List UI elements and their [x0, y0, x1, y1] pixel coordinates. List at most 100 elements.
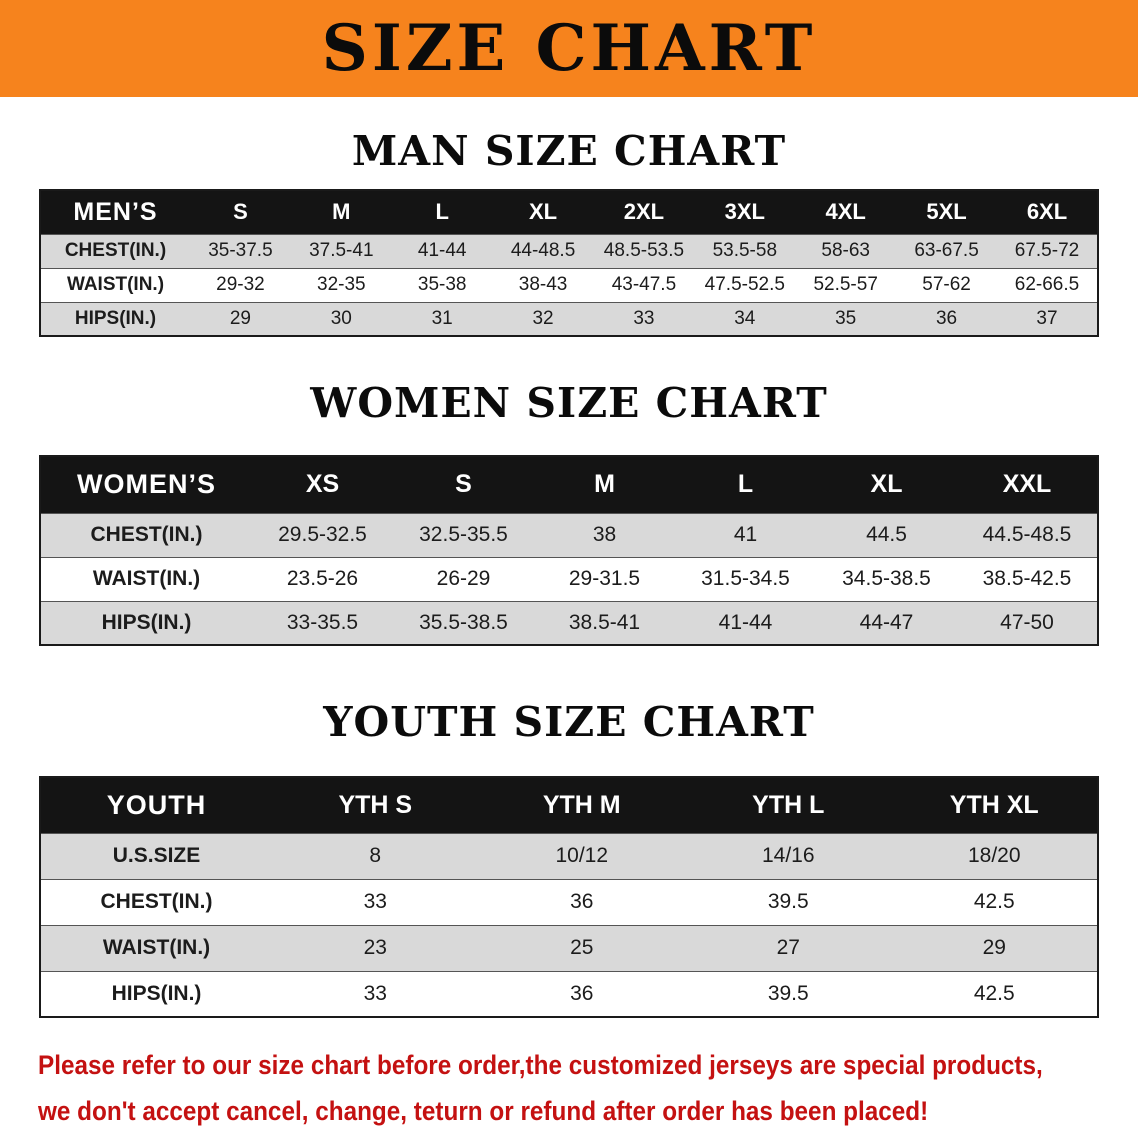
row-label: CHEST(IN.) — [40, 233, 190, 268]
value-cell: 41-44 — [391, 233, 493, 268]
row-label: HIPS(IN.) — [40, 970, 272, 1017]
size-header-cell: XL — [492, 190, 594, 234]
size-header-cell: 2XL — [593, 190, 695, 234]
value-cell: 53.5-58 — [694, 233, 796, 268]
men-size-table: MEN’S S M L XL 2XL 3XL 4XL 5XL 6XL CHEST(IN.) 35-37… — [39, 189, 1099, 337]
disclaimer: Please refer to our size chart before or… — [38, 1042, 1138, 1134]
value-cell: 27 — [685, 924, 892, 971]
value-cell: 34 — [694, 301, 796, 336]
value-cell: 31.5-34.5 — [675, 556, 816, 601]
disclaimer-line-1: Please refer to our size chart before or… — [38, 1050, 1043, 1080]
men-section-heading: MAN SIZE CHART — [351, 127, 787, 175]
value-cell: 29 — [190, 301, 291, 336]
value-cell: 42.5 — [891, 878, 1098, 925]
value-cell: 37.5-41 — [290, 233, 392, 268]
youth-size-table: YOUTH YTH S YTH M YTH L YTH XL U.S.SIZE 8 10/12… — [39, 776, 1099, 1018]
row-label: CHEST(IN.) — [40, 878, 272, 925]
row-label: WAIST(IN.) — [40, 924, 272, 971]
value-cell: 57-62 — [896, 267, 997, 302]
table-row: HIPS(IN.) 33 36 39.5 42.5 — [40, 970, 1098, 1017]
table-row: HIPS(IN.) 29 30 31 32 33 34 35 36 37 — [40, 301, 1098, 336]
value-cell: 33-35.5 — [252, 600, 393, 645]
value-cell: 36 — [478, 878, 685, 925]
page-title: SIZE CHART — [321, 11, 817, 86]
value-cell: 43-47.5 — [593, 267, 695, 302]
value-cell: 29 — [891, 924, 1098, 971]
value-cell: 35.5-38.5 — [393, 600, 534, 645]
value-cell: 38 — [534, 512, 675, 557]
row-label: WAIST(IN.) — [40, 267, 190, 302]
table-row: CHEST(IN.) 33 36 39.5 42.5 — [40, 878, 1098, 925]
value-cell: 38.5-42.5 — [957, 556, 1098, 601]
row-label: HIPS(IN.) — [40, 600, 252, 645]
value-cell: 33 — [272, 970, 479, 1017]
row-label: CHEST(IN.) — [40, 512, 252, 557]
value-cell: 18/20 — [891, 832, 1098, 879]
disclaimer-line-2: we don't accept cancel, change, teturn o… — [38, 1096, 929, 1126]
table-title-cell: MEN’S — [40, 190, 190, 234]
value-cell: 35 — [795, 301, 897, 336]
value-cell: 32.5-35.5 — [393, 512, 534, 557]
value-cell: 58-63 — [795, 233, 897, 268]
value-cell: 42.5 — [891, 970, 1098, 1017]
size-header-cell: XS — [252, 456, 393, 513]
value-cell: 34.5-38.5 — [816, 556, 957, 601]
header-row: MEN’S S M L XL 2XL 3XL 4XL 5XL 6XL — [40, 190, 1098, 234]
value-cell: 32 — [492, 301, 594, 336]
value-cell: 47.5-52.5 — [694, 267, 796, 302]
section-women: WOMEN SIZE CHART WOMEN’S XS S M L XL XXL CHEST(I… — [0, 379, 1138, 646]
value-cell: 23.5-26 — [252, 556, 393, 601]
size-header-cell: 3XL — [694, 190, 796, 234]
row-label: HIPS(IN.) — [40, 301, 190, 336]
value-cell: 67.5-72 — [997, 233, 1098, 268]
value-cell: 29-32 — [190, 267, 291, 302]
value-cell: 26-29 — [393, 556, 534, 601]
value-cell: 35-37.5 — [190, 233, 291, 268]
size-header-cell: XL — [816, 456, 957, 513]
value-cell: 31 — [391, 301, 493, 336]
value-cell: 29.5-32.5 — [252, 512, 393, 557]
value-cell: 8 — [272, 832, 479, 879]
value-cell: 48.5-53.5 — [593, 233, 695, 268]
banner: SIZE CHART — [0, 0, 1138, 97]
value-cell: 44-47 — [816, 600, 957, 645]
value-cell: 36 — [896, 301, 997, 336]
table-row: WAIST(IN.) 29-32 32-35 35-38 38-43 43-47.5 47.… — [40, 267, 1098, 302]
value-cell: 37 — [997, 301, 1098, 336]
table-row: CHEST(IN.) 35-37.5 37.5-41 41-44 44-48.5 48.5… — [40, 233, 1098, 268]
youth-section-heading: YOUTH SIZE CHART — [323, 698, 815, 746]
section-youth: YOUTH SIZE CHART YOUTH YTH S YTH M YTH L YTH … — [0, 698, 1138, 1018]
value-cell: 25 — [478, 924, 685, 971]
size-header-cell: YTH L — [685, 777, 892, 833]
size-header-cell: YTH M — [478, 777, 685, 833]
row-label: U.S.SIZE — [40, 832, 272, 879]
value-cell: 23 — [272, 924, 479, 971]
value-cell: 41-44 — [675, 600, 816, 645]
size-header-cell: L — [675, 456, 816, 513]
value-cell: 39.5 — [685, 878, 892, 925]
value-cell: 47-50 — [957, 600, 1098, 645]
size-header-cell: YTH S — [272, 777, 479, 833]
size-header-cell: YTH XL — [891, 777, 1098, 833]
size-header-cell: 6XL — [997, 190, 1098, 234]
table-title-cell: YOUTH — [40, 777, 272, 833]
value-cell: 14/16 — [685, 832, 892, 879]
section-men: MAN SIZE CHART MEN’S S M L XL 2XL 3XL 4XL 5XL 6XL C… — [0, 127, 1138, 337]
table-row: CHEST(IN.) 29.5-32.5 32.5-35.5 38 41 44.5 44.5… — [40, 512, 1098, 557]
size-header-cell: M — [290, 190, 392, 234]
value-cell: 33 — [272, 878, 479, 925]
table-row: HIPS(IN.) 33-35.5 35.5-38.5 38.5-41 41-44 44-… — [40, 600, 1098, 645]
value-cell: 63-67.5 — [896, 233, 997, 268]
value-cell: 41 — [675, 512, 816, 557]
size-header-cell: 5XL — [896, 190, 997, 234]
size-header-cell: S — [190, 190, 291, 234]
table-row: WAIST(IN.) 23.5-26 26-29 29-31.5 31.5-34.5 34… — [40, 556, 1098, 601]
value-cell: 38.5-41 — [534, 600, 675, 645]
value-cell: 10/12 — [478, 832, 685, 879]
size-header-cell: S — [393, 456, 534, 513]
table-row: WAIST(IN.) 23 25 27 29 — [40, 924, 1098, 971]
value-cell: 32-35 — [290, 267, 392, 302]
value-cell: 44-48.5 — [492, 233, 594, 268]
value-cell: 35-38 — [391, 267, 493, 302]
